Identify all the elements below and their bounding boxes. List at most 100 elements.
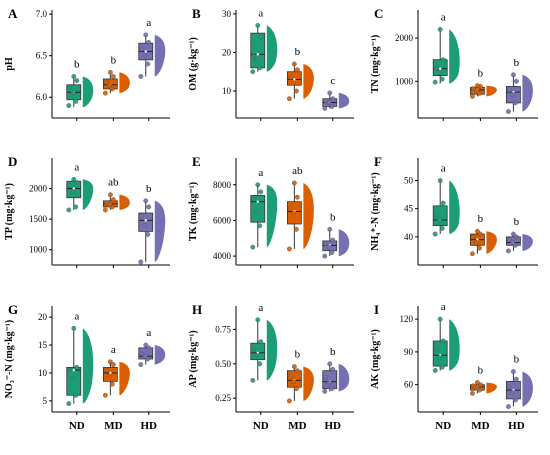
data-point	[439, 364, 445, 370]
box-ND	[250, 342, 266, 361]
y-tick-label: 1500	[29, 214, 48, 224]
panel-letter: D	[8, 154, 17, 169]
data-point	[138, 74, 144, 79]
y-tick-label: 60	[404, 380, 414, 390]
data-point	[287, 205, 293, 211]
panel-letter: E	[192, 154, 201, 169]
y-tick-label: 0.50	[215, 359, 231, 369]
data-point	[287, 373, 293, 379]
data-point	[436, 354, 442, 360]
data-point	[469, 390, 475, 396]
panel-letter: I	[374, 302, 379, 317]
data-point	[440, 57, 446, 63]
significance-letter: a	[111, 344, 116, 356]
y-tick-label: 5	[43, 396, 48, 406]
violin-HD	[522, 234, 533, 251]
data-point	[286, 398, 292, 404]
data-point	[326, 244, 332, 250]
panel-letter: H	[192, 302, 202, 317]
panel-I: I 60 90 120 AK (mg·kg⁻¹) ND MD HD a b b	[370, 301, 538, 432]
box-mean	[293, 78, 296, 81]
data-point	[469, 251, 475, 257]
data-point	[506, 384, 512, 390]
data-point	[322, 253, 328, 259]
violin-HD	[338, 92, 350, 109]
data-point	[323, 375, 329, 381]
data-point	[512, 100, 518, 106]
violin-ND	[266, 25, 278, 72]
x-tick-label: HD	[141, 420, 158, 432]
x-tick-label: HD	[508, 420, 525, 432]
data-point	[474, 380, 480, 385]
data-point	[439, 225, 445, 231]
violin-MD	[303, 64, 314, 99]
violin-HD	[154, 345, 166, 365]
data-point	[513, 376, 519, 382]
y-axis-label: pH	[4, 57, 15, 71]
data-point	[432, 368, 438, 373]
data-point	[71, 325, 77, 331]
panel-G: G 5 10 15 20 NO₃⁻-N (mg·kg⁻¹) ND MD HD a a a	[4, 302, 170, 432]
y-axis-label: TN (mg·kg⁻¹)	[370, 35, 381, 94]
data-point	[506, 237, 512, 243]
data-point	[138, 259, 144, 265]
violin-MD	[119, 361, 130, 396]
data-point	[329, 386, 335, 392]
data-point	[73, 204, 79, 210]
data-point	[290, 80, 296, 86]
box-mean	[72, 187, 75, 190]
data-point	[294, 67, 300, 73]
y-tick-label: 15	[38, 340, 48, 350]
box-mean	[72, 368, 75, 372]
data-point	[145, 231, 151, 237]
data-point	[329, 250, 335, 255]
data-point	[330, 96, 336, 102]
violin-ND	[82, 328, 94, 404]
y-tick-label: 6000	[213, 215, 232, 225]
data-point	[258, 339, 264, 345]
data-point	[437, 178, 443, 183]
data-point	[110, 197, 116, 203]
data-point	[146, 39, 152, 45]
y-axis-label: NO₃⁻-N (mg·kg⁻¹)	[4, 320, 15, 399]
data-point	[294, 368, 300, 374]
significance-letter: b	[330, 211, 336, 223]
data-point	[109, 86, 115, 92]
violin-MD	[119, 194, 130, 210]
y-tick-label: 20	[222, 47, 232, 57]
data-point	[293, 226, 299, 232]
significance-letter: b	[514, 57, 520, 69]
data-point	[476, 245, 482, 251]
data-point	[440, 200, 446, 206]
y-tick-label: 45	[404, 204, 414, 214]
data-point	[322, 388, 328, 394]
data-point	[106, 373, 112, 379]
data-point	[103, 200, 109, 206]
data-point	[293, 386, 299, 392]
data-point	[513, 78, 519, 84]
violin-HD	[154, 200, 166, 262]
data-point	[139, 213, 145, 219]
y-tick-label: 120	[400, 314, 414, 324]
significance-letter: b	[478, 213, 484, 225]
data-point	[103, 367, 109, 373]
violin-MD	[486, 382, 497, 394]
data-point	[146, 345, 152, 351]
y-tick-label: 7.0	[36, 9, 48, 19]
data-point	[291, 180, 297, 186]
data-point	[505, 109, 511, 114]
data-point	[102, 207, 108, 213]
y-axis-label: AK (mg·kg⁻¹)	[370, 329, 381, 389]
significance-letter: ab	[108, 177, 119, 189]
data-point	[327, 90, 333, 96]
x-tick-label: MD	[471, 420, 489, 432]
violin-HD	[154, 34, 166, 77]
data-point	[66, 401, 72, 407]
data-point	[102, 90, 108, 96]
data-point	[323, 98, 329, 104]
data-point	[323, 241, 329, 247]
x-tick-label: MD	[104, 420, 122, 432]
significance-letter: b	[478, 364, 484, 376]
data-point	[474, 228, 480, 234]
